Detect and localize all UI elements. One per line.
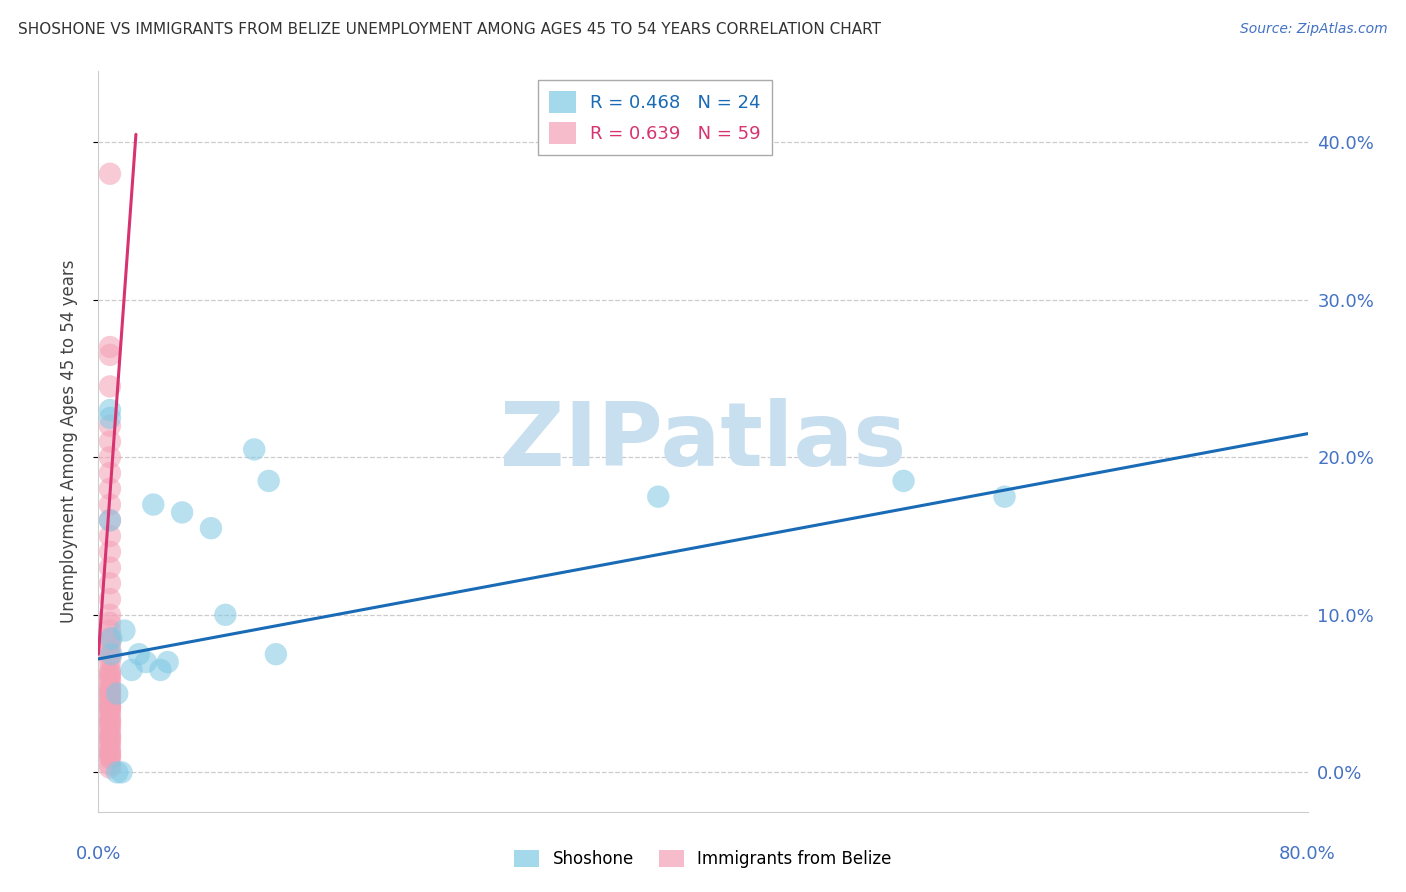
Point <box>98 513 121 527</box>
Point <box>98 714 121 729</box>
Point <box>98 607 121 622</box>
Text: Source: ZipAtlas.com: Source: ZipAtlas.com <box>1240 22 1388 37</box>
Point <box>172 505 194 519</box>
Point <box>98 721 121 735</box>
Point <box>98 434 121 449</box>
Text: 0.0%: 0.0% <box>76 845 121 863</box>
Point <box>98 529 121 543</box>
Point <box>98 751 121 765</box>
Point <box>98 640 121 654</box>
Point <box>98 340 121 354</box>
Point <box>98 700 121 714</box>
Point <box>98 737 121 751</box>
Point <box>121 663 143 677</box>
Point <box>98 671 121 685</box>
Point <box>98 560 121 574</box>
Point <box>98 729 121 743</box>
Point <box>98 683 121 698</box>
Point <box>98 624 121 638</box>
Point <box>98 379 121 393</box>
Point <box>135 655 157 669</box>
Point <box>112 624 135 638</box>
Point <box>98 418 121 433</box>
Point <box>98 714 121 728</box>
Point <box>98 679 121 693</box>
Point <box>98 757 121 772</box>
Point <box>156 655 179 669</box>
Point <box>98 687 121 701</box>
Legend: Shoshone, Immigrants from Belize: Shoshone, Immigrants from Belize <box>508 843 898 875</box>
Point <box>98 663 121 677</box>
Point <box>98 450 121 465</box>
Point <box>98 647 121 661</box>
Text: SHOSHONE VS IMMIGRANTS FROM BELIZE UNEMPLOYMENT AMONG AGES 45 TO 54 YEARS CORREL: SHOSHONE VS IMMIGRANTS FROM BELIZE UNEMP… <box>18 22 882 37</box>
Point <box>105 687 128 701</box>
Point <box>98 688 121 702</box>
Point <box>98 673 121 688</box>
Point <box>893 474 915 488</box>
Point <box>100 632 122 646</box>
Point <box>98 655 121 669</box>
Point <box>98 411 121 425</box>
Point <box>98 706 121 720</box>
Point <box>98 667 121 681</box>
Point <box>98 726 121 740</box>
Point <box>264 647 287 661</box>
Point <box>128 647 150 661</box>
Point <box>200 521 222 535</box>
Point <box>98 702 121 716</box>
Point <box>105 765 128 780</box>
Y-axis label: Unemployment Among Ages 45 to 54 years: Unemployment Among Ages 45 to 54 years <box>59 260 77 624</box>
Legend: R = 0.468   N = 24, R = 0.639   N = 59: R = 0.468 N = 24, R = 0.639 N = 59 <box>537 80 772 155</box>
Point <box>98 710 121 724</box>
Point <box>98 761 121 775</box>
Point <box>98 741 121 756</box>
Point <box>98 718 121 732</box>
Point <box>98 632 121 646</box>
Point <box>98 615 121 630</box>
Point <box>98 513 121 527</box>
Point <box>243 442 266 457</box>
Point <box>98 749 121 764</box>
Point <box>98 666 121 681</box>
Point <box>100 647 122 661</box>
Point <box>142 498 165 512</box>
Point <box>98 731 121 745</box>
Point <box>98 482 121 496</box>
Point <box>98 576 121 591</box>
Point <box>98 545 121 559</box>
Point <box>647 490 669 504</box>
Point <box>98 694 121 708</box>
Point <box>98 498 121 512</box>
Point <box>98 592 121 607</box>
Point <box>98 699 121 714</box>
Point <box>257 474 280 488</box>
Point <box>149 663 172 677</box>
Point <box>214 607 236 622</box>
Point <box>98 466 121 480</box>
Point <box>98 167 121 181</box>
Point <box>98 745 121 759</box>
Point <box>110 765 132 780</box>
Point <box>98 650 121 665</box>
Point <box>98 690 121 704</box>
Point <box>98 634 121 648</box>
Point <box>98 681 121 696</box>
Point <box>98 734 121 748</box>
Point <box>98 696 121 710</box>
Text: ZIPatlas: ZIPatlas <box>501 398 905 485</box>
Point <box>98 348 121 362</box>
Point <box>98 747 121 761</box>
Text: 80.0%: 80.0% <box>1279 845 1336 863</box>
Point <box>993 490 1015 504</box>
Point <box>98 403 121 417</box>
